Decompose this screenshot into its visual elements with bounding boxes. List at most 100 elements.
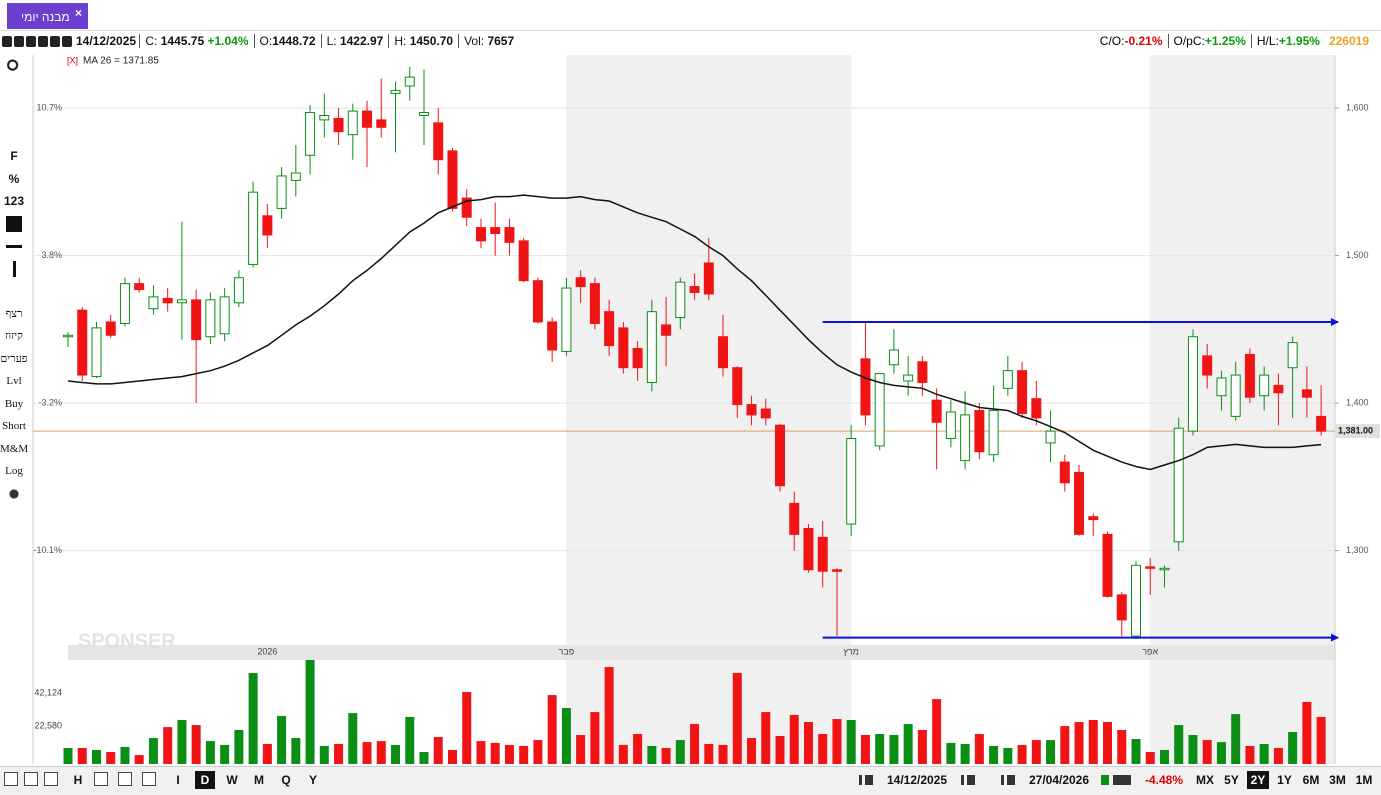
volume-bar	[134, 755, 144, 764]
volume-bar	[205, 741, 215, 764]
span[interactable]: 2Y	[1247, 771, 1269, 789]
tool-icon[interactable]	[0, 235, 28, 258]
volume-bar	[1074, 722, 1084, 764]
tool-icon[interactable]	[0, 100, 28, 123]
candle-body	[632, 348, 643, 369]
candle-body	[333, 117, 344, 133]
nav[interactable]	[995, 771, 1021, 789]
tool-star[interactable]	[0, 482, 28, 505]
volume-bar	[718, 744, 728, 764]
volume-bar	[163, 727, 173, 764]
volume-bar	[889, 735, 899, 764]
candle-body	[1159, 567, 1170, 571]
tool[interactable]: קיזוז	[5, 330, 23, 342]
candle-body	[162, 297, 173, 304]
candle-body	[219, 296, 230, 335]
candle-body	[475, 227, 486, 242]
nav[interactable]	[853, 771, 879, 789]
label: C/O:	[1099, 34, 1125, 48]
period[interactable]: W	[226, 773, 238, 787]
volume-bar	[1302, 701, 1312, 764]
period[interactable]: Y	[308, 773, 317, 787]
y-tick-label: 1,600	[1346, 102, 1369, 112]
tool-icon[interactable]	[0, 257, 28, 280]
chart-mode[interactable]: H	[73, 773, 83, 787]
candle-body	[119, 283, 130, 324]
tool-icon[interactable]	[142, 772, 156, 786]
tool[interactable]: רצף	[5, 307, 23, 320]
volume-bar	[106, 752, 116, 764]
candle-body	[1074, 471, 1085, 535]
icon[interactable]	[26, 35, 36, 47]
tool[interactable]: Buy	[4, 397, 24, 410]
period[interactable]: I	[176, 773, 180, 787]
icon[interactable]	[38, 35, 48, 47]
tool[interactable]: פערים	[0, 352, 28, 365]
tool-icon[interactable]	[0, 123, 28, 146]
tool-icon[interactable]	[0, 280, 28, 303]
period[interactable]: Q	[281, 773, 291, 787]
y-pct-label: -3.2%	[38, 397, 62, 407]
ma-line	[67, 194, 1322, 471]
span[interactable]: MX	[1196, 773, 1214, 787]
period[interactable]: M	[254, 773, 264, 787]
volume-bar	[1131, 739, 1141, 764]
value: 1422.97	[339, 34, 384, 48]
tool-icon[interactable]	[4, 772, 18, 786]
price-axis	[1335, 55, 1381, 764]
tool[interactable]: Lvl	[6, 375, 22, 387]
candle-body	[461, 197, 472, 218]
x-tick-label: מרץ	[843, 646, 859, 656]
candle-body	[917, 361, 928, 383]
volume-bar	[561, 708, 571, 764]
value: +1.25%	[1204, 34, 1246, 48]
tool-icon[interactable]	[0, 78, 28, 101]
volume-bar	[1017, 744, 1027, 764]
span[interactable]: 3M	[1329, 773, 1346, 787]
label: O/pC:	[1173, 34, 1205, 48]
tool[interactable]: Short	[2, 420, 26, 432]
range-end[interactable]: 27/04/2026	[1028, 773, 1090, 787]
nav[interactable]	[955, 771, 981, 789]
tab-close[interactable]: ×	[74, 6, 82, 20]
tool-icon[interactable]	[0, 212, 28, 235]
span[interactable]: 1Y	[1277, 773, 1292, 787]
volume-bar	[362, 742, 372, 764]
label: O:	[259, 34, 273, 48]
tool[interactable]: M&M	[0, 442, 29, 455]
tool-icon[interactable]	[94, 772, 108, 786]
tool-icon[interactable]	[118, 772, 132, 786]
info-date: 14/12/2025	[76, 34, 137, 48]
value: 1450.70	[409, 34, 454, 48]
tool-icon[interactable]	[44, 772, 58, 786]
range-start[interactable]: 14/12/2025	[886, 773, 948, 787]
tool[interactable]: F	[10, 149, 18, 163]
candle-body	[803, 527, 814, 571]
tab[interactable]: מבנה יומי ×	[7, 3, 88, 29]
volume-bar	[334, 743, 344, 764]
icon[interactable]	[2, 35, 12, 47]
volume-bar	[376, 741, 386, 764]
candle-body	[1244, 353, 1255, 398]
icon[interactable]	[50, 35, 60, 47]
span[interactable]: 6M	[1302, 773, 1320, 787]
candle-body	[661, 324, 672, 336]
nav[interactable]	[1096, 771, 1136, 789]
period[interactable]: D	[195, 771, 215, 789]
tool-icon[interactable]	[0, 55, 28, 78]
span[interactable]: 5Y	[1224, 773, 1239, 787]
label: H/L:	[1256, 34, 1279, 48]
volume-bar	[1288, 731, 1298, 764]
icon[interactable]	[14, 35, 24, 47]
candle-body	[618, 327, 629, 369]
icon[interactable]	[62, 35, 72, 47]
candle-body	[775, 424, 785, 487]
tool-icon[interactable]	[24, 772, 38, 786]
tool[interactable]: Log	[5, 465, 23, 477]
tool[interactable]: 123	[3, 194, 25, 208]
volume-bar	[576, 735, 586, 764]
span[interactable]: 1M	[1355, 773, 1373, 787]
tool[interactable]: %	[8, 171, 20, 186]
candle-body	[589, 283, 600, 324]
volume-bar	[177, 720, 187, 764]
